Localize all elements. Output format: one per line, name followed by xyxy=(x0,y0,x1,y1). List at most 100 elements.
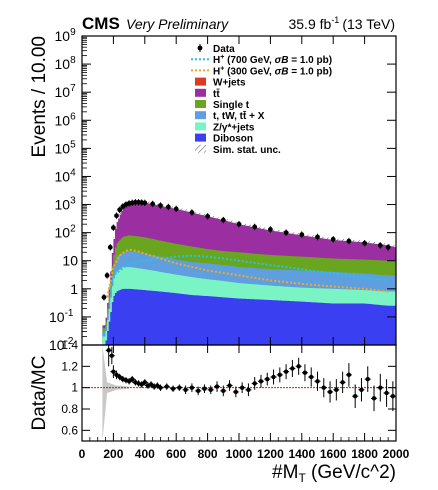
legend-label-detail: (700 GeV, xyxy=(224,55,274,66)
main-x-ticks xyxy=(81,36,397,345)
x-tick-label: 800 xyxy=(198,447,218,461)
ratio-point xyxy=(195,386,202,396)
legend-entry-diboson: Diboson xyxy=(195,133,253,145)
legend-swatch xyxy=(195,88,206,97)
ratio-y-tick-label: 0.6 xyxy=(61,423,78,437)
y-tick-label: 10-2 xyxy=(49,336,74,353)
data-point xyxy=(111,224,116,231)
ratio-point xyxy=(176,384,183,391)
status-label: Very Preliminary xyxy=(126,16,229,32)
legend-label-text: Data xyxy=(213,44,235,55)
legend-swatch xyxy=(195,111,206,120)
ratio-point xyxy=(170,385,177,392)
ratio-y-tick-label: 1.4 xyxy=(61,338,78,352)
ratio-point xyxy=(105,345,112,367)
legend-label-text: H xyxy=(213,66,220,77)
x-tick-label: 600 xyxy=(166,447,186,461)
lumi-exponent: -1 xyxy=(331,15,339,25)
data-point xyxy=(268,226,273,233)
legend-label: Z/γ*+jets xyxy=(213,122,255,133)
x-tick-label: 2000 xyxy=(383,447,410,461)
ratio-point xyxy=(232,386,239,398)
y-tick-label: 10-1 xyxy=(49,308,74,325)
data-point xyxy=(330,236,336,243)
y-tick-exp: 9 xyxy=(70,27,76,38)
legend-label-text: H xyxy=(213,55,220,66)
legend-label-detail: (300 GeV, xyxy=(224,66,274,77)
stack-layer-diboson xyxy=(102,288,396,345)
ratio-unc-band xyxy=(102,345,130,441)
y-tick-label: 108 xyxy=(55,55,77,72)
y-tick-base: 10 xyxy=(55,168,71,184)
legend-entry-single_t: Single t xyxy=(195,100,250,111)
y-tick-base: 10 xyxy=(55,225,71,241)
ratio-point xyxy=(270,369,277,385)
data-point xyxy=(205,213,211,220)
ratio-point xyxy=(257,374,264,388)
ratio-content xyxy=(82,345,396,441)
legend-label: Data xyxy=(213,44,235,55)
x-tick-label: 1800 xyxy=(351,447,378,461)
data-point xyxy=(150,200,156,208)
x-tick-label: 200 xyxy=(103,447,123,461)
ratio-point xyxy=(214,381,221,392)
ratio-point xyxy=(251,377,258,390)
data-point xyxy=(346,237,352,245)
ratio-point xyxy=(308,367,315,387)
y-tick-label: 106 xyxy=(55,111,77,128)
y-tick-base: 10 xyxy=(49,309,65,325)
y-tick-label: 1 xyxy=(70,281,78,297)
ratio-point xyxy=(289,359,296,377)
ratio-point xyxy=(141,379,148,386)
legend-entry-data: Data xyxy=(197,44,235,55)
y-tick-base: 10 xyxy=(55,56,71,72)
y-tick-label: 109 xyxy=(55,27,77,44)
data-point xyxy=(117,206,123,214)
legend-swatch xyxy=(195,77,206,86)
legend-swatch xyxy=(195,100,206,108)
ratio-point xyxy=(110,365,117,379)
x-tick-label: 1000 xyxy=(226,447,253,461)
ratio-point xyxy=(157,384,164,391)
y-tick-base: 10 xyxy=(55,112,71,128)
ratio-point xyxy=(154,382,161,389)
legend-label-text: Sim. stat. unc. xyxy=(213,145,281,156)
ratio-plot-frame xyxy=(81,344,397,442)
main-stack xyxy=(102,201,396,345)
y-tick-exp: -1 xyxy=(65,308,74,319)
ratio-point xyxy=(301,364,308,382)
legend-label: t, tW, tt̄ + X xyxy=(213,110,265,122)
data-point xyxy=(299,231,305,238)
ratio-point xyxy=(239,382,246,393)
y-tick-exp: 8 xyxy=(70,55,76,66)
x-tick-label: 1200 xyxy=(257,447,284,461)
y-tick-base: 10 xyxy=(55,140,71,156)
ratio-point xyxy=(148,381,155,388)
ratio-point xyxy=(220,385,227,397)
y-tick-base: 10 xyxy=(55,28,71,44)
legend-label-text: Z/γ*+jets xyxy=(213,122,255,133)
data-point xyxy=(158,202,163,209)
legend-label-tail: = 1.0 pb) xyxy=(288,66,332,77)
data-point xyxy=(220,216,226,224)
ratio-point xyxy=(364,366,371,392)
ratio-point xyxy=(163,383,170,390)
stat-uncertainty-band xyxy=(102,201,396,328)
ratio-point xyxy=(108,347,115,365)
ratio-x-axis: 0 200 400 600 800 1000 1200 1400 1600 1800 2000 xyxy=(79,345,410,461)
data-point xyxy=(252,223,258,231)
y-tick-base: 1 xyxy=(70,281,78,297)
data-point xyxy=(377,242,383,249)
y-tick-label: 107 xyxy=(55,83,77,100)
y-tick-exp: 6 xyxy=(70,111,76,122)
legend-label: H+ (700 GeV, σB = 1.0 pb) xyxy=(213,54,332,66)
ratio-y-axis: 0.6 0.8 1 1.2 1.4 xyxy=(61,338,396,437)
ratio-point xyxy=(295,357,302,375)
legend-label-text: Diboson xyxy=(213,134,253,145)
legend-label-text: W+jets xyxy=(213,78,246,89)
ratio-point xyxy=(129,375,136,383)
ratio-point xyxy=(333,379,340,401)
x-axis-title-sub: T xyxy=(298,471,306,485)
main-signals xyxy=(106,248,389,298)
